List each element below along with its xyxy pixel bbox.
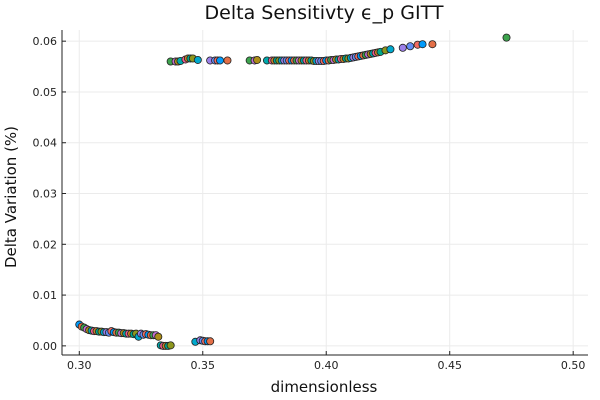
- x-tick-label: 0.45: [437, 359, 462, 372]
- data-point: [206, 337, 215, 346]
- y-tick-label: 0.04: [33, 137, 58, 150]
- data-point: [418, 40, 427, 49]
- data-point: [216, 56, 225, 65]
- y-tick-label: 0.05: [33, 86, 58, 99]
- x-tick-label: 0.40: [314, 359, 339, 372]
- grid: [62, 30, 588, 355]
- x-tick-label: 0.35: [191, 359, 216, 372]
- y-tick-label: 0.02: [33, 238, 58, 251]
- data-point: [428, 40, 437, 49]
- data-point: [398, 43, 407, 52]
- data-points: [75, 33, 511, 350]
- y-axis-title: Delta Variation (%): [2, 126, 20, 268]
- x-ticks: 0.30 0.35 0.40 0.45 0.50: [67, 351, 585, 372]
- y-tick-label: 0.00: [33, 340, 58, 353]
- y-tick-label: 0.01: [33, 289, 58, 302]
- x-tick-label: 0.50: [561, 359, 586, 372]
- y-tick-label: 0.06: [33, 35, 58, 48]
- data-point: [386, 45, 395, 54]
- data-point: [166, 341, 175, 350]
- data-point: [154, 332, 163, 341]
- data-point: [406, 42, 415, 51]
- x-axis-title: dimensionless: [271, 378, 378, 396]
- data-point: [223, 56, 232, 65]
- data-point: [253, 55, 262, 64]
- y-ticks: 0.00 0.01 0.02 0.03 0.04 0.05 0.06: [33, 35, 66, 353]
- axes: [61, 30, 588, 356]
- x-tick-label: 0.30: [67, 359, 92, 372]
- chart-title: Delta Sensitivty ϵ_p GITT: [205, 2, 444, 24]
- data-point: [193, 55, 202, 64]
- data-point: [502, 33, 511, 42]
- y-tick-label: 0.03: [33, 188, 58, 201]
